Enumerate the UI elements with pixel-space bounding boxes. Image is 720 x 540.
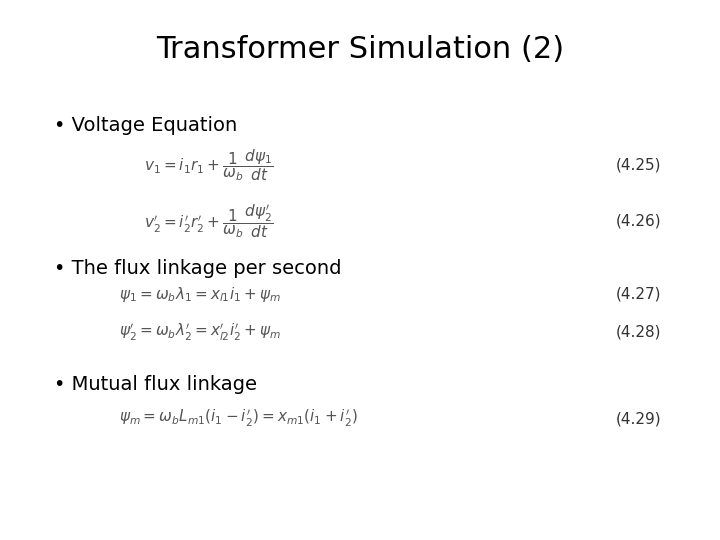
Text: • Voltage Equation: • Voltage Equation (54, 116, 238, 135)
Text: • Mutual flux linkage: • Mutual flux linkage (54, 375, 257, 394)
Text: Transformer Simulation (2): Transformer Simulation (2) (156, 35, 564, 64)
Text: (4.26): (4.26) (616, 214, 661, 229)
Text: $v_2' = i_2'r_2' + \dfrac{1}{\omega_b} \dfrac{d\psi_2'}{dt}$: $v_2' = i_2'r_2' + \dfrac{1}{\omega_b} \… (144, 202, 274, 240)
Text: $\psi_1 = \omega_b\lambda_1 = x_{l1}i_1 + \psi_m$: $\psi_1 = \omega_b\lambda_1 = x_{l1}i_1 … (119, 285, 281, 304)
Text: (4.28): (4.28) (616, 325, 661, 340)
Text: $\psi_2' = \omega_b\lambda_2' = x_{l2}'i_2' + \psi_m$: $\psi_2' = \omega_b\lambda_2' = x_{l2}'i… (119, 321, 281, 343)
Text: (4.25): (4.25) (616, 157, 661, 172)
Text: $\psi_m = \omega_b L_{m1}(i_1 - i_2') = x_{m1}(i_1 + i_2')$: $\psi_m = \omega_b L_{m1}(i_1 - i_2') = … (119, 408, 358, 429)
Text: $v_1 = i_1 r_1 + \dfrac{1}{\omega_b} \dfrac{d\psi_1}{dt}$: $v_1 = i_1 r_1 + \dfrac{1}{\omega_b} \df… (144, 147, 274, 183)
Text: (4.29): (4.29) (616, 411, 661, 426)
Text: (4.27): (4.27) (616, 287, 661, 302)
Text: • The flux linkage per second: • The flux linkage per second (54, 259, 341, 278)
